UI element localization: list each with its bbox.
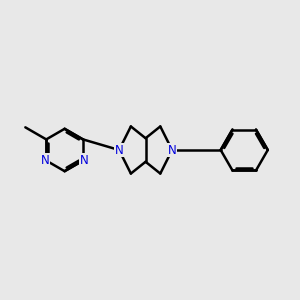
Text: N: N	[115, 143, 124, 157]
Text: N: N	[80, 154, 88, 167]
Text: N: N	[41, 154, 50, 167]
Text: N: N	[168, 143, 176, 157]
